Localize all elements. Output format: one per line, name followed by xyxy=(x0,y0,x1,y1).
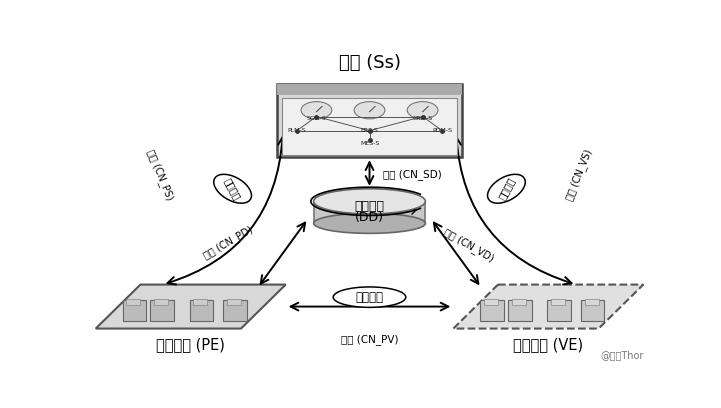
FancyBboxPatch shape xyxy=(508,299,531,322)
Text: 迭代优化: 迭代优化 xyxy=(223,176,242,202)
FancyBboxPatch shape xyxy=(151,299,174,322)
Ellipse shape xyxy=(407,102,438,119)
FancyBboxPatch shape xyxy=(123,299,146,322)
FancyBboxPatch shape xyxy=(585,299,598,305)
Text: 迭代优化: 迭代优化 xyxy=(497,176,516,202)
Polygon shape xyxy=(96,285,286,328)
FancyBboxPatch shape xyxy=(154,299,169,305)
FancyBboxPatch shape xyxy=(547,299,570,322)
Text: PDM-S: PDM-S xyxy=(432,128,452,133)
Text: 连接 (CN_PS): 连接 (CN_PS) xyxy=(145,148,175,202)
FancyBboxPatch shape xyxy=(314,201,425,223)
Text: 连接 (CN_VD): 连接 (CN_VD) xyxy=(442,227,496,264)
FancyBboxPatch shape xyxy=(193,299,208,305)
Ellipse shape xyxy=(314,189,425,214)
FancyBboxPatch shape xyxy=(484,299,498,305)
Text: 连接 (CN_VS): 连接 (CN_VS) xyxy=(564,147,594,202)
Ellipse shape xyxy=(213,174,252,203)
Text: MES-S: MES-S xyxy=(360,141,379,146)
FancyBboxPatch shape xyxy=(580,299,604,322)
FancyBboxPatch shape xyxy=(190,299,213,322)
Ellipse shape xyxy=(354,102,385,119)
FancyBboxPatch shape xyxy=(282,98,457,155)
FancyBboxPatch shape xyxy=(278,84,461,157)
Text: 连接 (CN_SD): 连接 (CN_SD) xyxy=(384,169,442,180)
Text: 孪生数据: 孪生数据 xyxy=(355,200,384,213)
Text: 连接 (CN_PV): 连接 (CN_PV) xyxy=(341,334,398,345)
FancyBboxPatch shape xyxy=(223,299,247,322)
Text: @末影Thor: @末影Thor xyxy=(600,350,643,360)
Text: 连接 (CN_PD): 连接 (CN_PD) xyxy=(202,224,255,261)
Text: PLM-S: PLM-S xyxy=(288,128,306,133)
Text: SCM-S: SCM-S xyxy=(306,115,327,121)
FancyBboxPatch shape xyxy=(278,84,461,95)
Polygon shape xyxy=(454,285,643,328)
FancyBboxPatch shape xyxy=(227,299,241,305)
Ellipse shape xyxy=(487,174,526,203)
Text: CRM-S: CRM-S xyxy=(412,115,433,121)
Text: 迭代优化: 迭代优化 xyxy=(355,290,384,304)
Text: ERP-S: ERP-S xyxy=(360,128,379,133)
Ellipse shape xyxy=(333,287,406,307)
Ellipse shape xyxy=(301,102,332,119)
Text: (DD): (DD) xyxy=(355,211,384,224)
Text: 虚拟实体 (VE): 虚拟实体 (VE) xyxy=(513,337,583,352)
Ellipse shape xyxy=(314,213,425,233)
Text: 服务 (Ss): 服务 (Ss) xyxy=(339,54,400,72)
FancyBboxPatch shape xyxy=(126,299,141,305)
Text: 物理实体 (PE): 物理实体 (PE) xyxy=(156,337,225,352)
FancyBboxPatch shape xyxy=(551,299,565,305)
FancyBboxPatch shape xyxy=(512,299,526,305)
FancyBboxPatch shape xyxy=(480,299,503,322)
